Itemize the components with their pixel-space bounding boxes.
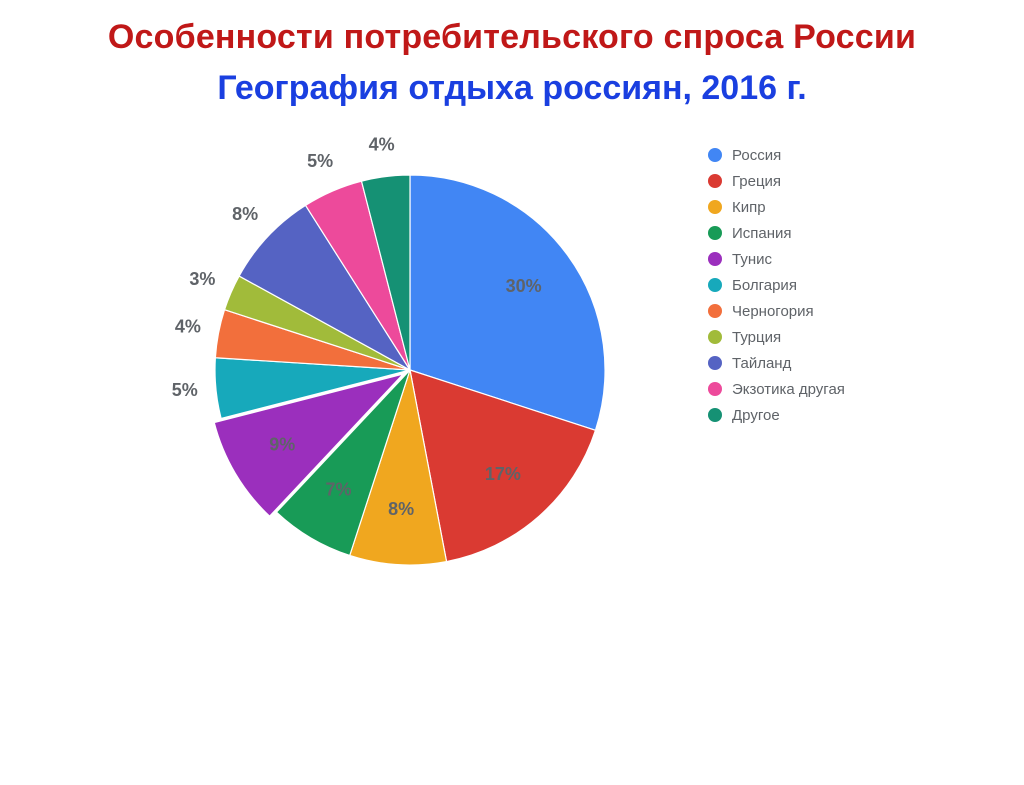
legend-color-dot: [708, 174, 722, 188]
sub-title: География отдыха россиян, 2016 г.: [0, 69, 1024, 108]
legend-color-dot: [708, 330, 722, 344]
legend-label: Тайланд: [732, 355, 791, 372]
slice-value-label: 8%: [388, 499, 414, 519]
legend-item: Другое: [708, 402, 845, 428]
legend-item: Турция: [708, 324, 845, 350]
slice-value-label: 7%: [326, 480, 352, 500]
chart-area: 30%17%8%7%9%5%4%3%8%5%4% РоссияГрецияКип…: [0, 142, 1024, 662]
slice-value-label: 17%: [485, 464, 521, 484]
legend-label: Другое: [732, 407, 780, 424]
legend-label: Россия: [732, 147, 781, 164]
legend-item: Болгария: [708, 272, 845, 298]
legend-label: Черногория: [732, 303, 814, 320]
legend-label: Турция: [732, 329, 781, 346]
main-title: Особенности потребительского спроса Росс…: [0, 18, 1024, 57]
slice-value-label: 4%: [175, 316, 201, 336]
pie-chart: 30%17%8%7%9%5%4%3%8%5%4%: [190, 152, 630, 592]
legend-item: Тунис: [708, 246, 845, 272]
legend-color-dot: [708, 200, 722, 214]
legend-color-dot: [708, 252, 722, 266]
slice-value-label: 4%: [369, 134, 395, 154]
legend-item: Экзотика другая: [708, 376, 845, 402]
legend-color-dot: [708, 382, 722, 396]
legend-item: Черногория: [708, 298, 845, 324]
legend: Россия Греция Кипр Испания Тунис Болгария Черн…: [708, 142, 845, 428]
legend-color-dot: [708, 226, 722, 240]
legend-color-dot: [708, 356, 722, 370]
pie-svg: 30%17%8%7%9%5%4%3%8%5%4%: [190, 152, 630, 592]
legend-item: Россия: [708, 142, 845, 168]
legend-color-dot: [708, 148, 722, 162]
legend-color-dot: [708, 278, 722, 292]
legend-item: Кипр: [708, 194, 845, 220]
legend-label: Греция: [732, 173, 781, 190]
legend-color-dot: [708, 408, 722, 422]
slice-value-label: 5%: [172, 380, 198, 400]
legend-label: Испания: [732, 225, 792, 242]
slice-value-label: 30%: [506, 276, 542, 296]
slice-value-label: 8%: [232, 204, 258, 224]
slice-value-label: 9%: [269, 434, 295, 454]
slice-value-label: 5%: [307, 151, 333, 171]
legend-label: Кипр: [732, 199, 766, 216]
legend-label: Экзотика другая: [732, 381, 845, 398]
legend-item: Тайланд: [708, 350, 845, 376]
slice-value-label: 3%: [189, 269, 215, 289]
legend-item: Испания: [708, 220, 845, 246]
legend-item: Греция: [708, 168, 845, 194]
legend-color-dot: [708, 304, 722, 318]
legend-label: Тунис: [732, 251, 772, 268]
legend-label: Болгария: [732, 277, 797, 294]
